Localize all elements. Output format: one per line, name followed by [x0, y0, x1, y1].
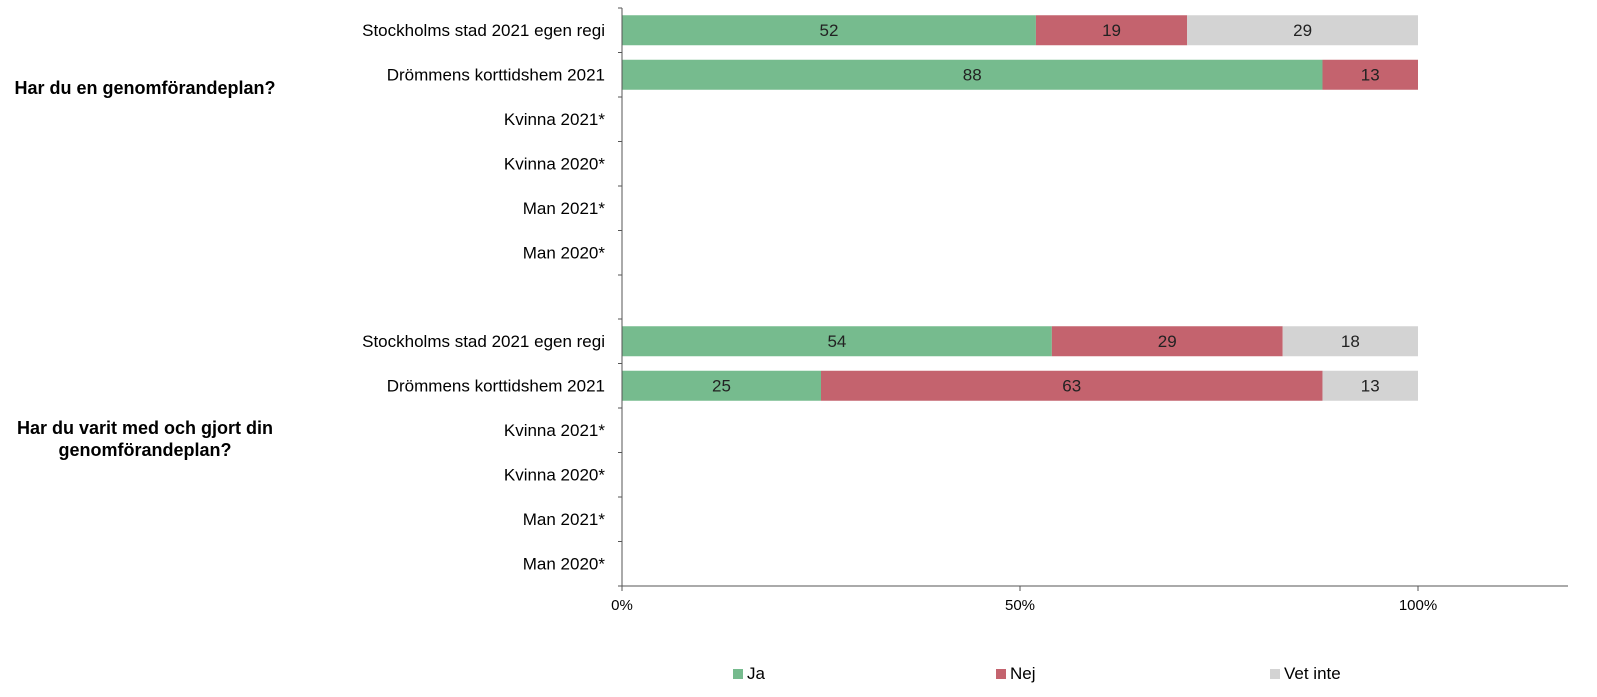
category-label: Man 2021* — [523, 199, 606, 218]
legend-label-nej: Nej — [1010, 664, 1036, 683]
bar-segment-ja — [622, 59, 1323, 90]
category-label: Kvinna 2020* — [504, 465, 606, 484]
data-label: 19 — [1102, 21, 1121, 40]
category-label: Man 2021* — [523, 510, 606, 529]
bar-segment-ja — [622, 326, 1052, 357]
bar-segment-nej — [1322, 59, 1418, 90]
bar-segment-nej — [821, 370, 1323, 401]
data-label: 88 — [963, 65, 982, 84]
bar-segment-vet-inte — [1187, 15, 1418, 46]
category-label: Kvinna 2021* — [504, 110, 606, 129]
x-tick-label: 100% — [1399, 597, 1437, 614]
data-label: 29 — [1293, 21, 1312, 40]
category-label: Drömmens korttidshem 2021 — [387, 65, 605, 84]
legend-vet-inte: Vet inte — [1270, 664, 1341, 684]
category-label: Stockholms stad 2021 egen regi — [362, 332, 605, 351]
category-label: Stockholms stad 2021 egen regi — [362, 21, 605, 40]
category-label: Man 2020* — [523, 243, 606, 262]
data-label: 54 — [827, 332, 846, 351]
data-label: 13 — [1361, 65, 1380, 84]
category-label: Drömmens korttidshem 2021 — [387, 376, 605, 395]
data-label: 29 — [1158, 332, 1177, 351]
x-tick-label: 0% — [611, 597, 633, 614]
group-label-2: Har du varit med och gjort din genomföra… — [16, 418, 274, 460]
bar-segment-vet-inte — [1282, 326, 1418, 357]
category-label: Kvinna 2020* — [504, 154, 606, 173]
category-label: Man 2020* — [523, 554, 606, 573]
legend-label-vet-inte: Vet inte — [1284, 664, 1341, 683]
bar-segment-nej — [1051, 326, 1283, 357]
legend-swatch-vet-inte — [1270, 669, 1280, 679]
legend-label-ja: Ja — [747, 664, 765, 683]
category-label: Kvinna 2021* — [504, 421, 606, 440]
data-label: 52 — [819, 21, 838, 40]
bar-segment-vet-inte — [1322, 370, 1418, 401]
bar-segment-ja — [622, 370, 821, 401]
x-tick-label: 50% — [1005, 597, 1035, 614]
legend-nej: Nej — [996, 664, 1036, 684]
legend-swatch-nej — [996, 669, 1006, 679]
bar-segment-ja — [622, 15, 1036, 46]
group-label-1: Har du en genomförandeplan? — [14, 78, 276, 98]
legend-ja: Ja — [733, 664, 765, 684]
legend-swatch-ja — [733, 669, 743, 679]
data-label: 13 — [1361, 376, 1380, 395]
data-label: 25 — [712, 376, 731, 395]
data-label: 63 — [1062, 376, 1081, 395]
bar-segment-nej — [1035, 15, 1188, 46]
data-label: 18 — [1341, 332, 1360, 351]
